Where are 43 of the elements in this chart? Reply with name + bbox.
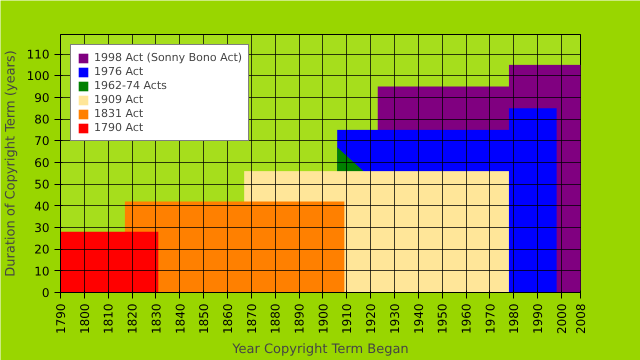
y-axis-title: Duration of Copyright Term (years) — [4, 50, 19, 277]
x-tick-label: 1970 — [483, 303, 498, 334]
legend-label: 1790 Act — [94, 121, 144, 134]
x-tick-label: 1880 — [268, 303, 283, 334]
x-tick-label: 1960 — [460, 303, 474, 334]
legend-label: 1998 Act (Sonny Bono Act) — [94, 51, 242, 64]
x-tick-label: 1800 — [78, 303, 92, 334]
y-tick-label: 20 — [34, 242, 50, 257]
legend-label: 1976 Act — [94, 65, 144, 78]
x-tick-label: 1980 — [507, 303, 522, 334]
x-tick-label: 1860 — [220, 303, 235, 334]
x-tick-label: 1870 — [244, 303, 259, 334]
x-tick-label: 2000 — [554, 303, 569, 334]
legend-label: 1909 Act — [94, 93, 144, 106]
y-tick-label: 30 — [34, 220, 50, 235]
legend-label: 1831 Act — [94, 107, 144, 120]
x-tick-label: 1910 — [340, 303, 354, 334]
x-tick-label: 1940 — [412, 303, 426, 334]
y-tick-label: 110 — [26, 48, 50, 62]
x-tick-label: 1930 — [388, 303, 402, 334]
x-tick-label: 1920 — [364, 303, 378, 334]
y-tick-label: 80 — [34, 112, 50, 127]
y-tick-label: 60 — [34, 156, 50, 170]
y-tick-label: 10 — [34, 264, 50, 278]
x-tick-label: 1830 — [149, 303, 164, 334]
x-tick-label: 1850 — [197, 303, 212, 334]
y-tick-label: 50 — [34, 178, 50, 192]
x-tick-label: 1790 — [54, 303, 68, 334]
x-tick-label: 1890 — [292, 303, 307, 334]
y-tick-label: 90 — [34, 90, 50, 105]
x-tick-label: 1820 — [126, 303, 140, 334]
legend-label: 1962-74 Acts — [94, 79, 167, 92]
y-tick-label: 0 — [42, 286, 50, 300]
x-tick-label: 1950 — [436, 303, 450, 334]
x-tick-label: 1810 — [102, 303, 116, 334]
y-tick-label: 40 — [34, 199, 50, 214]
x-tick-label: 2008 — [574, 303, 588, 334]
x-axis-title: Year Copyright Term Began — [231, 342, 409, 358]
x-tick-label: 1900 — [316, 303, 330, 334]
x-tick-label: 1990 — [531, 303, 546, 334]
y-tick-label: 70 — [34, 134, 50, 148]
y-tick-label: 100 — [26, 69, 50, 84]
x-tick-label: 1840 — [173, 303, 188, 334]
